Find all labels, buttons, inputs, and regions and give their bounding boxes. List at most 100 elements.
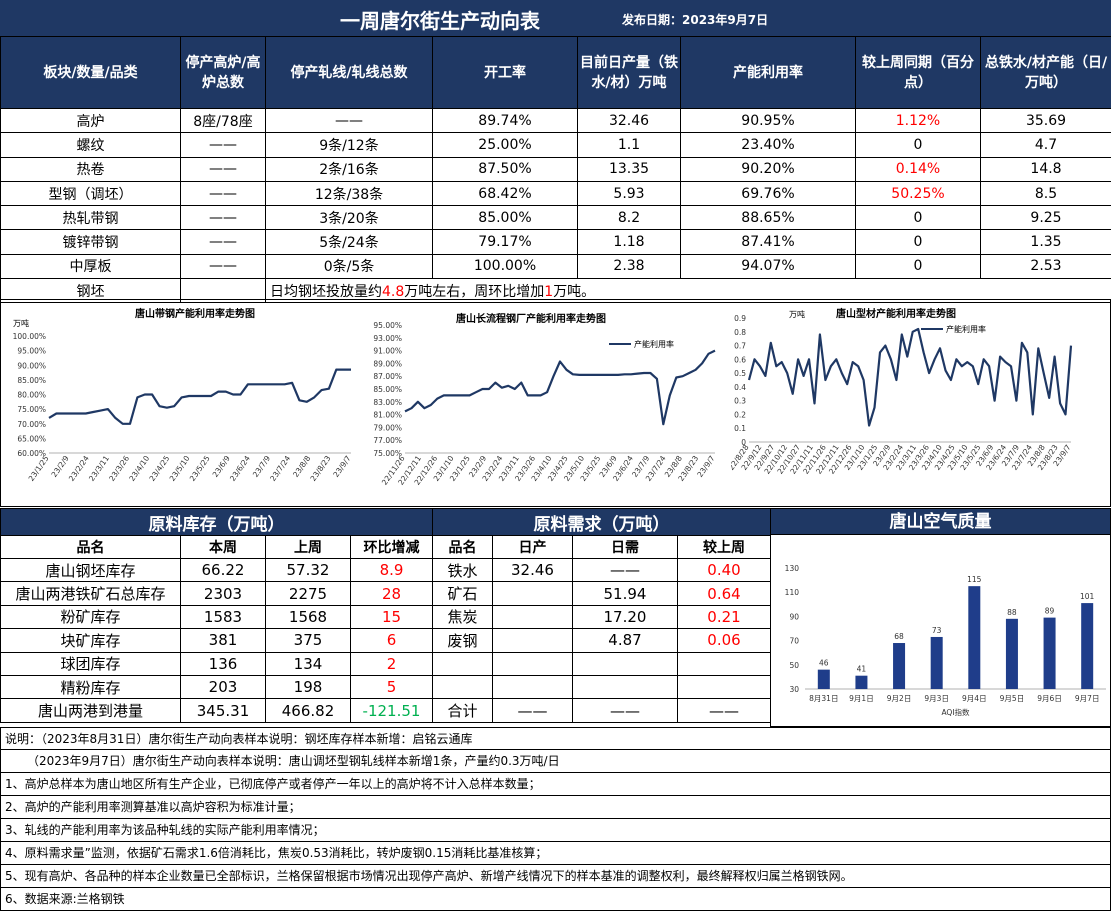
cell-name: 高炉 xyxy=(0,107,181,134)
cell-name: 热卷 xyxy=(0,156,181,182)
raw-material-row: 粉矿库存 1583 1568 15 焦炭 17.20 0.21 xyxy=(0,604,771,630)
demand-name: 合计 xyxy=(432,698,493,723)
aqi-bar xyxy=(930,636,943,689)
inventory-name: 粉矿库存 xyxy=(0,604,181,630)
aqi-value-label: 41 xyxy=(857,665,867,674)
demand-daily_need: 17.20 xyxy=(572,604,678,630)
demand-name: 铁水 xyxy=(432,557,493,583)
y-tick-label: 85.00% xyxy=(373,385,402,394)
cell-rate: 85.00% xyxy=(432,205,578,231)
note-line: 5、现有高炉、各品种的样本企业数量已全部标识，兰格保留根据市场情况出现停产高炉、… xyxy=(0,865,1111,888)
demand-change: 0.06 xyxy=(677,628,771,653)
raw-material-header-row: 品名 本周 上周 环比增减 品名 日产 日需 较上周 xyxy=(0,535,771,559)
demand-daily_output xyxy=(492,604,573,630)
cell-output: 8.2 xyxy=(577,205,681,231)
demand-name xyxy=(432,651,493,676)
demand-change: 0.40 xyxy=(677,557,771,583)
inventory-this_week: 136 xyxy=(180,651,266,676)
cell-name: 中厚板 xyxy=(0,253,181,280)
col-header: 环比增减 xyxy=(350,535,433,559)
series-line xyxy=(404,349,716,426)
report-title: 一周唐尔街生产动向表 xyxy=(340,9,540,33)
y-tick-label: 75.00% xyxy=(373,449,402,458)
cell-furnace: —— xyxy=(180,180,266,207)
y-tick-label: 65.00% xyxy=(17,434,46,443)
y-tick-label: 0.2 xyxy=(734,410,746,419)
inventory-name: 唐山钢坯库存 xyxy=(0,557,181,583)
aqi-bar xyxy=(1081,603,1094,689)
y-tick-label: 50 xyxy=(789,661,799,670)
demand-daily_need: —— xyxy=(572,557,678,583)
cell-rate: 79.17% xyxy=(432,229,578,255)
chart-unit-label: 万吨 xyxy=(789,309,805,319)
chart-title: 唐山带钢产能利用率走势图 xyxy=(135,307,255,320)
y-tick-label: 90.00% xyxy=(17,361,46,370)
inventory-name: 唐山两港到港量 xyxy=(0,698,181,723)
y-tick-label: 0 xyxy=(741,438,746,447)
demand-daily_need: 4.87 xyxy=(572,628,678,653)
cell-output: 13.35 xyxy=(577,156,681,182)
x-tick-label: 23/5/25 xyxy=(188,454,212,483)
demand-change xyxy=(677,651,771,676)
x-tick-label: 9月7日 xyxy=(1075,694,1100,703)
note-line: 2、高炉的产能利用率测算基准以高炉容积为标准计量； xyxy=(0,796,1111,819)
production-row: 中厚板 —— 0条/5条 100.00% 2.38 94.07% 0 2.53 xyxy=(0,253,1111,280)
inventory-change: 5 xyxy=(350,674,433,700)
inventory-change: 8.9 xyxy=(350,557,433,583)
cell-change: 0.14% xyxy=(855,156,981,182)
cell-lines: —— xyxy=(265,107,433,134)
cell-output: 5.93 xyxy=(577,180,681,207)
production-table: 板块/数量/品类 停产高炉/高炉总数 停产轧线/轧线总数 开工率 目前日产量（铁… xyxy=(0,36,1111,304)
aqi-value-label: 101 xyxy=(1080,592,1095,601)
x-tick-label: 8月31日 xyxy=(809,694,838,703)
demand-change xyxy=(677,674,771,700)
cell-util: 90.20% xyxy=(680,156,856,182)
y-tick-label: 91.00% xyxy=(373,347,402,356)
inventory-last_week: 57.32 xyxy=(265,557,351,583)
aqi-bar xyxy=(817,669,830,689)
raw-material-row: 唐山两港铁矿石总库存 2303 2275 28 矿石 51.94 0.64 xyxy=(0,581,771,606)
y-tick-label: 0.4 xyxy=(734,383,746,392)
raw-material-row: 唐山钢坯库存 66.22 57.32 8.9 铁水 32.46 —— 0.40 xyxy=(0,557,771,583)
cell-output: 1.1 xyxy=(577,132,681,158)
cell-change: 0 xyxy=(855,229,981,255)
cell-lines: 0条/5条 xyxy=(265,253,433,280)
cell-furnace: —— xyxy=(180,229,266,255)
inventory-this_week: 2303 xyxy=(180,581,266,606)
demand-change: 0.21 xyxy=(677,604,771,630)
aqi-bar xyxy=(1043,617,1056,689)
y-tick-label: 79.00% xyxy=(373,423,402,432)
cell-capacity: 35.69 xyxy=(980,107,1111,134)
cell-util: 23.40% xyxy=(680,132,856,158)
y-tick-label: 89.00% xyxy=(373,359,402,368)
y-tick-label: 87.00% xyxy=(373,372,402,381)
cell-furnace: —— xyxy=(180,253,266,280)
y-tick-label: 0.9 xyxy=(734,314,746,323)
chart-title: 唐山型材产能利用率走势图 xyxy=(836,307,956,320)
demand-daily_need: —— xyxy=(572,698,678,723)
cell-rate: 68.42% xyxy=(432,180,578,207)
cell-lines: 5条/24条 xyxy=(265,229,433,255)
cell-util: 94.07% xyxy=(680,253,856,280)
col-header: 上周 xyxy=(265,535,351,559)
demand-name: 矿石 xyxy=(432,581,493,606)
cell-lines: 9条/12条 xyxy=(265,132,433,158)
legend-label: 产能利用率 xyxy=(946,324,986,334)
production-row: 镀锌带钢 —— 5条/24条 79.17% 1.18 87.41% 0 1.35 xyxy=(0,229,1111,255)
col-header: 日产 xyxy=(492,535,573,559)
demand-name: 焦炭 xyxy=(432,604,493,630)
y-tick-label: 70 xyxy=(789,637,799,646)
cell-capacity: 14.8 xyxy=(980,156,1111,182)
demand-daily_need xyxy=(572,674,678,700)
demand-daily_output xyxy=(492,674,573,700)
series-line xyxy=(747,327,1073,427)
raw-material-row: 唐山两港到港量 345.31 466.82 -121.51 合计 —— —— —— xyxy=(0,698,771,723)
series-line xyxy=(48,368,351,425)
aqi-value-label: 46 xyxy=(819,659,829,668)
cell-change: 50.25% xyxy=(855,180,981,207)
cell-name: 螺纹 xyxy=(0,132,181,158)
y-tick-label: 0.7 xyxy=(734,342,746,351)
chart-unit-label: 万吨 xyxy=(13,318,29,328)
x-tick-label: 23/1/25 xyxy=(27,454,51,483)
section-steel-chart: 唐山型材产能利用率走势图 万吨 0 0.1 0.2 0.3 0.4 0.5 0.6 0.7 0.8 0… xyxy=(731,300,1107,504)
